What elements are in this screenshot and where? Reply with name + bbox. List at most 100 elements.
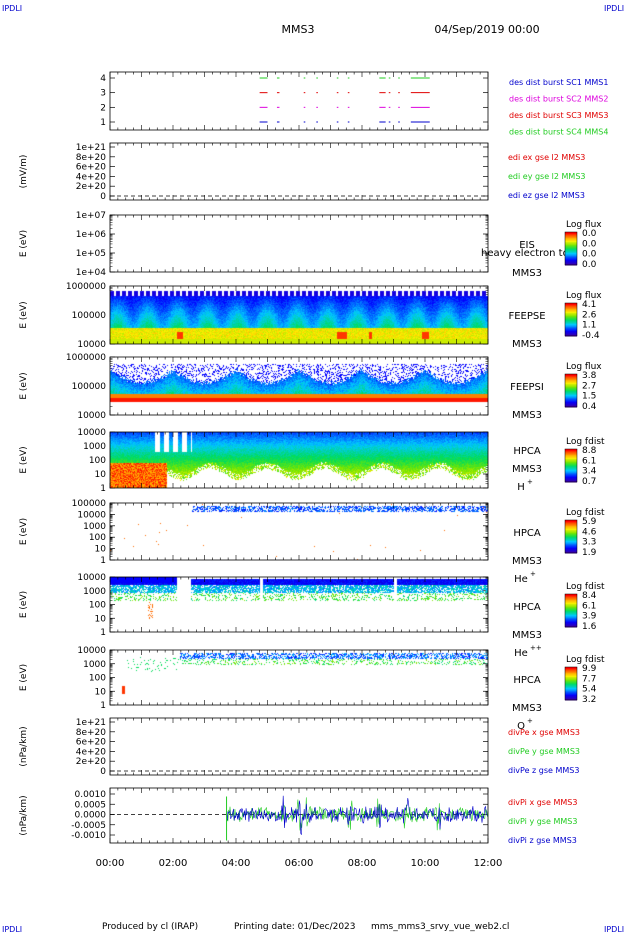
y-axis-label: E (eV) bbox=[19, 664, 29, 691]
species-label: He bbox=[514, 574, 528, 585]
y-tick-label: 1 bbox=[100, 118, 106, 128]
colorbar-segment bbox=[565, 254, 577, 256]
colorbar-tick-label: 4.1 bbox=[582, 300, 596, 310]
y-tick-label: 1e+04 bbox=[76, 268, 107, 278]
colorbar-segment bbox=[565, 375, 577, 378]
y-tick-label: 10 bbox=[95, 687, 107, 697]
colorbar-title: Log flux bbox=[566, 362, 602, 372]
colorbar-segment bbox=[565, 307, 577, 309]
instrument-label: HPCA bbox=[513, 528, 541, 539]
colorbar-tick-label: 3.3 bbox=[582, 538, 596, 548]
y-tick-label: 1e+07 bbox=[76, 211, 106, 221]
spacecraft-label: MMS3 bbox=[512, 703, 542, 714]
y-tick-label: 100 bbox=[89, 674, 106, 684]
colorbar-tick-label: 1.6 bbox=[582, 622, 597, 632]
colorbar-segment bbox=[565, 605, 577, 607]
colorbar-segment bbox=[565, 599, 577, 602]
colorbar-tick-label: 7.7 bbox=[582, 674, 596, 684]
colorbar-segment bbox=[565, 234, 577, 237]
colorbar-title: Log fdist bbox=[566, 437, 605, 447]
panel-hpca_o: E (eV) 10000 1000 100 10 1 HPCA MMS3 O + Log fdist… bbox=[19, 646, 605, 732]
colorbar-segment bbox=[565, 476, 577, 479]
legend-entry: des dist burst SC1 MMS1 bbox=[509, 78, 608, 87]
colorbar-segment bbox=[565, 624, 577, 627]
colorbar-segment bbox=[565, 314, 577, 316]
plot-frame bbox=[109, 71, 489, 131]
footer-produced-by: Produced by cl (IRAP) bbox=[102, 922, 198, 932]
colorbar-segment bbox=[565, 678, 577, 680]
colorbar-segment bbox=[565, 311, 577, 314]
colorbar-segment bbox=[565, 611, 577, 614]
colorbar-segment bbox=[565, 263, 577, 266]
colorbar-segment bbox=[565, 533, 577, 536]
colorbar-segment bbox=[565, 546, 577, 548]
y-tick-label: 0.0010 bbox=[75, 790, 107, 800]
colorbar-segment bbox=[565, 521, 577, 524]
colorbar-frame bbox=[564, 448, 578, 483]
colorbar-frame bbox=[564, 666, 578, 701]
legend-entry: divPe y gse MMS3 bbox=[508, 747, 580, 756]
panels-group: 4 3 2 1 des dist burst SC1 MMS1 des dist burs… bbox=[19, 71, 608, 845]
colorbar-segment bbox=[565, 607, 577, 610]
colorbar-segment bbox=[565, 686, 577, 689]
colorbar-segment bbox=[565, 449, 577, 451]
y-tick-label: 1000 bbox=[83, 522, 106, 532]
colorbar-tick-label: 3.4 bbox=[582, 467, 597, 477]
colorbar-segment bbox=[565, 548, 577, 551]
colorbar-segment bbox=[565, 466, 577, 469]
date-title: 04/Sep/2019 00:00 bbox=[434, 23, 539, 36]
colorbar-segment bbox=[565, 667, 577, 669]
y-tick-label: 2e+20 bbox=[76, 182, 107, 192]
colorbar-title: Log fdist bbox=[566, 655, 605, 665]
colorbar-segment bbox=[565, 525, 577, 528]
colorbar-segment bbox=[565, 684, 577, 687]
colorbar-segment bbox=[565, 248, 577, 251]
y-tick-label: 10000 bbox=[77, 646, 106, 656]
y-tick-label: 0.0000 bbox=[75, 811, 107, 821]
colorbar-segment bbox=[565, 536, 577, 539]
colorbar-frame bbox=[564, 231, 578, 266]
colorbar-segment bbox=[565, 389, 577, 391]
colorbar-segment bbox=[565, 547, 577, 550]
overlay-label: heavy electron to bbox=[481, 248, 569, 259]
instrument-label: HPCA bbox=[513, 602, 541, 613]
colorbar-segment bbox=[565, 312, 577, 315]
colorbar-tick-label: 5.4 bbox=[582, 685, 597, 695]
colorbar-tick-label: 0.7 bbox=[582, 477, 596, 487]
colorbar-tick-label: 3.9 bbox=[582, 612, 597, 622]
colorbar-segment bbox=[565, 303, 577, 305]
colorbar-title: Log flux bbox=[566, 291, 602, 301]
colorbar-segment bbox=[565, 695, 577, 698]
x-tick-label: 06:00 bbox=[285, 858, 314, 869]
y-tick-label: 100 bbox=[89, 533, 106, 543]
colorbar-segment bbox=[565, 622, 577, 625]
y-tick-label: 1000 bbox=[83, 587, 106, 597]
colorbar-segment bbox=[565, 526, 577, 529]
instrument-label: FEEPSI bbox=[510, 382, 544, 393]
colorbar-segment bbox=[565, 614, 577, 617]
colorbar-segment bbox=[565, 333, 577, 336]
y-tick-label: 0 bbox=[100, 192, 106, 202]
colorbar-segment bbox=[565, 621, 577, 624]
colorbar-segment bbox=[565, 596, 577, 599]
y-tick-label: 10000 bbox=[77, 573, 106, 583]
colorbar-tick-label: 3.2 bbox=[582, 695, 596, 705]
colorbar-segment bbox=[565, 469, 577, 472]
legend-entry: divPe x gse MMS3 bbox=[508, 728, 580, 737]
colorbar-segment bbox=[565, 472, 577, 475]
colorbar-segment bbox=[565, 522, 577, 525]
y-tick-label: 1 bbox=[100, 701, 106, 711]
colorbar-tick-label: 0.0 bbox=[582, 260, 597, 270]
colorbar-segment bbox=[565, 334, 577, 337]
colorbar-tick-label: 0.0 bbox=[582, 229, 597, 239]
colorbar-segment bbox=[565, 687, 577, 690]
panel-feepsi: E (eV) 1000000 100000 10000 FEEPSI MMS3 Log fl… bbox=[19, 353, 602, 421]
colorbar-tick-label: 9.9 bbox=[582, 664, 597, 674]
y-tick-label: 8e+20 bbox=[76, 153, 107, 163]
colorbar-tick-label: 5.9 bbox=[582, 517, 597, 527]
colorbar-segment bbox=[565, 322, 577, 325]
y-tick-label: 1 bbox=[100, 484, 106, 494]
species-charge: + bbox=[530, 570, 536, 578]
colorbar-title: Log fdist bbox=[566, 582, 605, 592]
spectrogram-image bbox=[110, 357, 488, 415]
